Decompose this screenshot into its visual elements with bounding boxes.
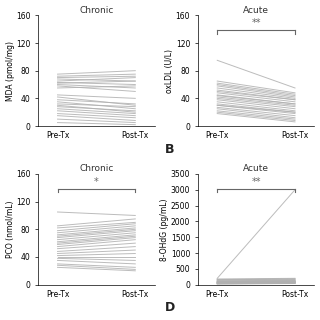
Title: Acute: Acute — [243, 5, 269, 14]
Text: B: B — [165, 143, 175, 156]
Y-axis label: 8-OHdG (pg/mL): 8-OHdG (pg/mL) — [160, 198, 169, 260]
Title: Chronic: Chronic — [79, 164, 114, 173]
Title: Chronic: Chronic — [79, 5, 114, 14]
Text: **: ** — [252, 177, 261, 187]
Y-axis label: PCO (nmol/mL): PCO (nmol/mL) — [5, 201, 14, 258]
Text: D: D — [165, 301, 175, 314]
Text: **: ** — [252, 18, 261, 28]
Text: *: * — [94, 177, 99, 187]
Y-axis label: oxLDL (U/L): oxLDL (U/L) — [165, 49, 174, 93]
Y-axis label: MDA (pmol/mg): MDA (pmol/mg) — [5, 41, 14, 101]
Title: Acute: Acute — [243, 164, 269, 173]
